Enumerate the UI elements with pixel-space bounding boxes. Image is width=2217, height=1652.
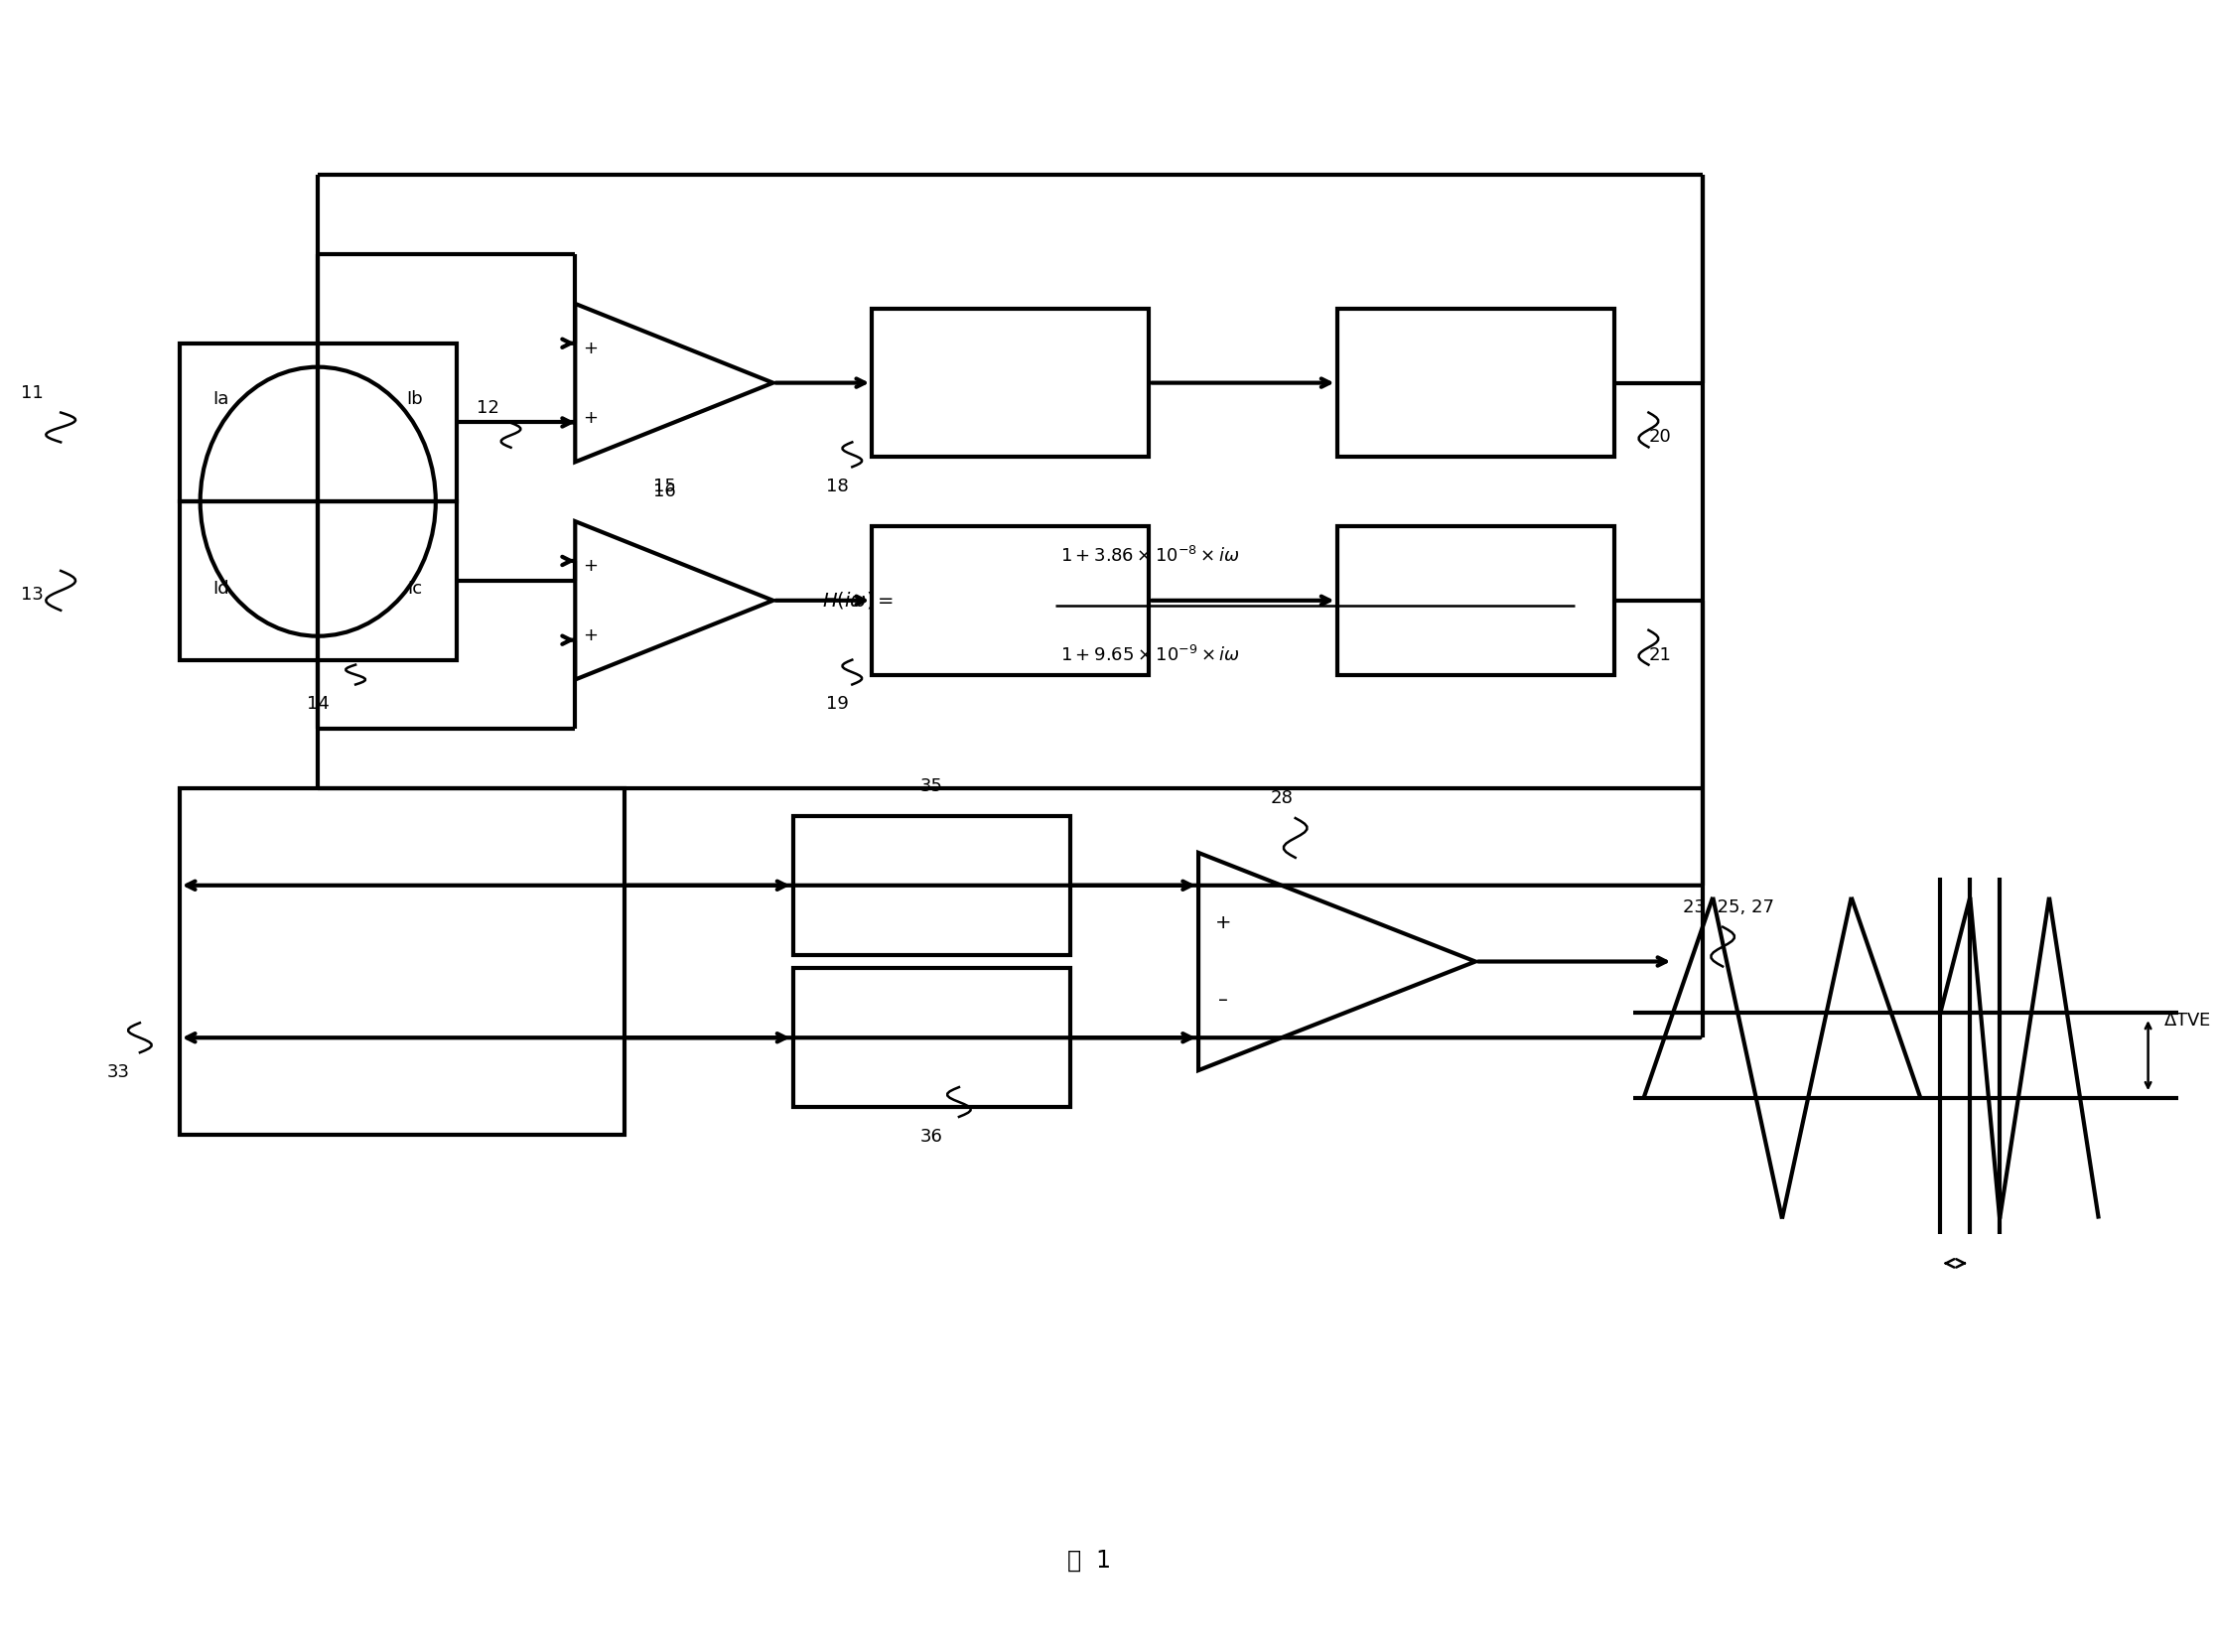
Text: 图  1: 图 1 [1069, 1548, 1111, 1573]
Bar [180, 502, 317, 659]
Bar [794, 816, 1071, 955]
Text: 35: 35 [920, 778, 942, 795]
Text: +: + [583, 557, 596, 575]
Bar [317, 344, 457, 502]
Text: 11: 11 [22, 383, 44, 401]
Text: +: + [583, 626, 596, 644]
Bar [1337, 527, 1614, 674]
Text: Ic: Ic [408, 580, 423, 598]
Text: Id: Id [213, 580, 228, 598]
Text: Ia: Ia [213, 390, 228, 408]
Bar [871, 527, 1148, 674]
Bar [794, 968, 1071, 1107]
Bar [180, 344, 317, 502]
Text: 33: 33 [106, 1064, 131, 1082]
Text: $1+3.86\times10^{-8}\times i\omega$: $1+3.86\times10^{-8}\times i\omega$ [1060, 545, 1239, 567]
Text: $1+9.65\times10^{-9}\times i\omega$: $1+9.65\times10^{-9}\times i\omega$ [1060, 644, 1239, 664]
Text: 21: 21 [1649, 646, 1672, 664]
Text: 12: 12 [477, 400, 499, 416]
Text: +: + [583, 408, 596, 426]
Text: 18: 18 [827, 477, 849, 496]
Text: 23, 25, 27: 23, 25, 27 [1683, 899, 1774, 917]
Text: 19: 19 [827, 695, 849, 714]
Text: +: + [1215, 914, 1230, 932]
Text: $H(i\omega)=$: $H(i\omega)=$ [823, 590, 893, 611]
Text: 14: 14 [306, 695, 330, 714]
Text: $\Delta$TVE: $\Delta$TVE [2164, 1013, 2210, 1029]
Text: +: + [583, 339, 596, 357]
Text: 20: 20 [1649, 428, 1672, 446]
Text: Ib: Ib [406, 390, 423, 408]
Bar [180, 788, 625, 1135]
Text: 13: 13 [22, 585, 44, 603]
Bar [871, 309, 1148, 458]
Text: 28: 28 [1270, 790, 1293, 808]
Text: 15: 15 [652, 477, 676, 496]
Text: 36: 36 [920, 1128, 942, 1145]
Text: –: – [1217, 991, 1228, 1009]
Bar [1337, 309, 1614, 458]
Bar [317, 502, 457, 659]
Text: 16: 16 [652, 482, 676, 501]
